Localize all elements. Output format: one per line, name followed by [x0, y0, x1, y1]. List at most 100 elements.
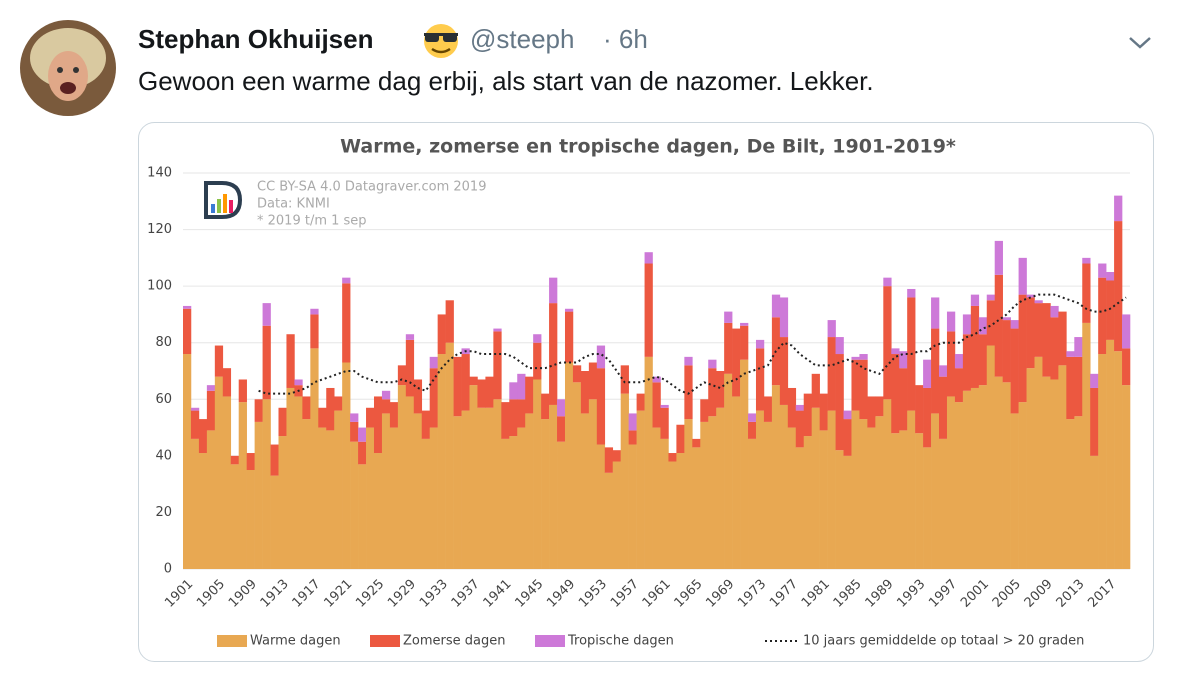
bar-segment — [644, 263, 653, 357]
annotation: CC BY-SA 4.0 Datagraver.com 2019 — [257, 180, 486, 195]
bar-segment — [763, 396, 773, 422]
bar-segment — [962, 390, 972, 569]
bar-segment — [954, 402, 964, 569]
bar-segment — [222, 396, 232, 569]
bar-segment — [771, 385, 781, 569]
bar-segment — [230, 464, 240, 569]
bar-segment — [254, 421, 263, 569]
legend-swatch — [217, 635, 247, 647]
bar-segment — [620, 365, 629, 394]
author-name[interactable]: Stephan Okhuijsen — [138, 24, 374, 54]
bar-segment — [1122, 385, 1131, 569]
bar-segment — [1098, 354, 1107, 569]
bar-segment — [986, 294, 996, 301]
avatar[interactable] — [20, 20, 116, 116]
bar-segment — [843, 419, 852, 456]
bar-segment — [740, 359, 749, 569]
bar-segment — [628, 430, 637, 445]
bar-segment — [676, 424, 685, 454]
bar-segment — [469, 385, 478, 569]
bar-segment — [986, 300, 996, 346]
bar-segment — [939, 438, 948, 569]
bar-segment — [748, 421, 757, 439]
bar-segment — [954, 354, 964, 369]
timestamp[interactable]: · 6h — [603, 24, 648, 54]
bar-segment — [557, 441, 566, 569]
bar-segment — [1098, 277, 1107, 355]
bar-segment — [342, 362, 351, 569]
bar-segment — [541, 393, 550, 420]
bar-segment — [692, 438, 701, 448]
bar-segment — [684, 356, 693, 366]
bar-segment — [724, 311, 733, 323]
bar-segment — [1098, 263, 1107, 278]
bar-segment — [755, 410, 765, 569]
bar-segment — [612, 450, 621, 462]
bar-segment — [1074, 356, 1083, 417]
bar-segment — [1050, 305, 1059, 318]
bar-segment — [883, 286, 892, 400]
bar-segment — [859, 359, 868, 420]
bar-segment — [1122, 314, 1131, 349]
bar-segment — [1018, 294, 1027, 403]
bar-segment — [978, 334, 988, 386]
bar-segment — [620, 393, 629, 569]
bar-segment — [1074, 416, 1083, 569]
bar-segment — [214, 345, 224, 377]
bar-segment — [302, 396, 311, 420]
bar-segment — [342, 277, 351, 284]
bar-segment — [803, 436, 812, 569]
bar-segment — [668, 453, 677, 462]
y-tick-label: 0 — [164, 562, 172, 577]
bar-segment — [397, 365, 407, 386]
bar-segment — [684, 419, 693, 569]
bar-segment — [572, 382, 582, 569]
bar-segment — [931, 297, 940, 329]
bar-segment — [366, 407, 375, 428]
bar-segment — [851, 356, 860, 360]
bar-segment — [549, 404, 558, 569]
bar-segment — [708, 359, 717, 369]
menu-chevron[interactable] — [1129, 37, 1151, 49]
bar-segment — [445, 342, 454, 569]
bar-segment — [1106, 272, 1115, 281]
bar-segment — [389, 402, 399, 428]
bar-segment — [740, 325, 749, 360]
bar-segment — [1114, 351, 1123, 569]
bar-segment — [1034, 300, 1043, 304]
bar-segment — [660, 407, 669, 439]
bar-segment — [668, 461, 677, 569]
bar-segment — [517, 373, 526, 400]
y-tick-label: 80 — [155, 335, 172, 350]
bar-segment — [286, 334, 295, 388]
bar-segment — [564, 362, 574, 569]
bar-segment — [278, 407, 287, 437]
bar-segment — [557, 399, 566, 417]
bar-segment — [413, 379, 423, 414]
bar-segment — [1010, 328, 1019, 414]
bar-segment — [994, 376, 1003, 569]
bar-segment — [580, 413, 590, 569]
legend-label: Warme dagen — [250, 634, 341, 649]
bar-segment — [294, 396, 303, 569]
bar-segment — [1058, 311, 1067, 366]
bar-segment — [270, 475, 279, 569]
bar-segment — [891, 348, 900, 355]
bar-segment — [509, 436, 518, 569]
bar-segment — [939, 365, 948, 377]
bar-segment — [891, 433, 900, 569]
bar-segment — [962, 334, 972, 391]
bar-segment — [501, 438, 510, 569]
bar-segment — [835, 450, 844, 569]
bar-segment — [1066, 419, 1075, 569]
bar-segment — [875, 396, 884, 417]
handle[interactable]: @steeph — [470, 24, 574, 54]
bar-segment — [413, 413, 423, 569]
chart-title: Warme, zomerse en tropische dagen, De Bi… — [340, 136, 956, 158]
legend-label: 10 jaars gemiddelde op totaal > 20 grade… — [803, 634, 1084, 649]
bar-segment — [310, 348, 319, 569]
bar-segment — [517, 399, 526, 428]
bar-segment — [652, 382, 661, 428]
bar-segment — [994, 274, 1003, 377]
